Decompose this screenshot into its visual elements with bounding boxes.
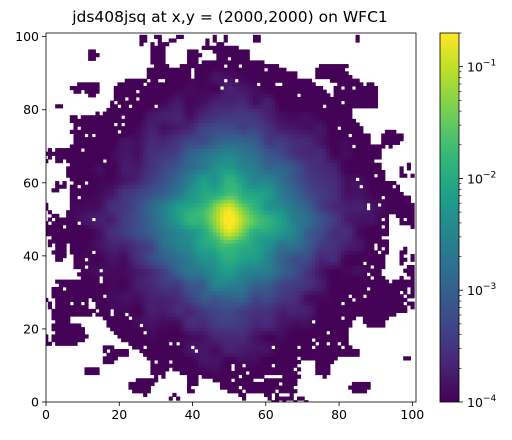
x-tick-label: 20: [111, 407, 127, 422]
y-tick-label: 0: [31, 395, 39, 410]
y-tick-label: 60: [23, 175, 39, 190]
x-tick-label: 40: [185, 407, 201, 422]
x-axis: 0 20 40 60 80 100: [42, 402, 424, 422]
colorbar-tick-label: 10−1: [467, 59, 496, 75]
colorbar-axis: 10−4 10−3 10−2 10−1: [459, 33, 496, 410]
y-tick-label: 100: [15, 29, 39, 44]
chart-title: jds408jsq at x,y = (2000,2000) on WFC1: [71, 8, 388, 26]
colorbar-tick-label: 10−4: [467, 394, 496, 410]
heatmap-image: [44, 35, 414, 404]
x-tick-label: 0: [42, 407, 50, 422]
colorbar-tick-label: 10−2: [467, 170, 496, 186]
x-tick-label: 60: [258, 407, 274, 422]
colorbar-tick-label: 10−3: [467, 282, 496, 298]
y-axis: 0 20 40 60 80 100: [15, 29, 46, 409]
y-tick-label: 80: [23, 102, 39, 117]
y-tick-label: 40: [23, 248, 39, 263]
y-tick-label: 20: [23, 321, 39, 336]
x-tick-label: 100: [400, 407, 424, 422]
x-tick-label: 80: [331, 407, 347, 422]
colorbar: [440, 33, 459, 402]
